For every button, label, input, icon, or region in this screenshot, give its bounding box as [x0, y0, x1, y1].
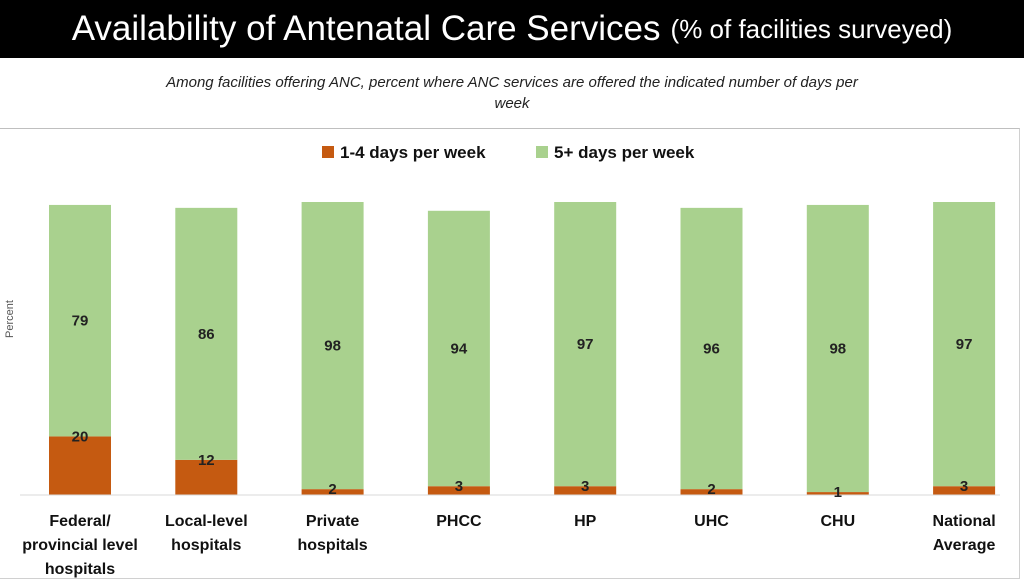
data-label-1-4-days: 3 — [960, 478, 968, 495]
data-label-1-4-days: 3 — [455, 478, 463, 495]
legend-swatch-1-4-days — [322, 146, 334, 158]
legend: 1-4 days per week 5+ days per week — [322, 143, 695, 162]
bar-5plus-days — [680, 207, 743, 490]
data-label-5plus-days: 97 — [956, 336, 973, 353]
category-label: National Average — [933, 513, 996, 554]
bar-1-4-days — [301, 489, 364, 495]
bar-1-4-days — [175, 459, 238, 495]
data-label-1-4-days: 20 — [72, 428, 89, 445]
bar-1-4-days — [806, 492, 869, 495]
data-label-5plus-days: 79 — [72, 313, 89, 330]
chart-title: Availability of Antenatal Care Services — [71, 9, 661, 48]
bar-1-4-days — [680, 489, 743, 495]
bar-5plus-days — [49, 204, 111, 437]
data-label-1-4-days: 1 — [834, 484, 842, 501]
data-label-1-4-days: 2 — [328, 481, 336, 498]
bar-1-4-days — [554, 486, 617, 495]
bar-5plus-days — [175, 207, 238, 460]
category-label: UHC — [694, 513, 729, 530]
data-label-5plus-days: 98 — [829, 341, 846, 358]
bar-5plus-days — [427, 210, 490, 487]
chart-title-unit: (% of facilities surveyed) — [670, 13, 953, 44]
chart-subtitle: Among facilities offering ANC, percent w… — [166, 74, 858, 112]
data-label-1-4-days: 2 — [707, 481, 715, 498]
chart-frame: 1-4 days per week 5+ days per week 79 20 Fe… — [0, 128, 1020, 579]
bar-5plus-days — [933, 202, 996, 487]
category-label: Private hospitals — [297, 513, 367, 554]
bar-5plus-days — [301, 202, 364, 490]
category-label: Local-level hospitals — [165, 513, 248, 554]
labels: 79 20 Federal/provincial level hospitals 86 1… — [22, 313, 995, 578]
bar-1-4-days — [427, 486, 490, 495]
data-label-5plus-days: 98 — [324, 338, 341, 355]
stacked-bar-chart: 1-4 days per week 5+ days per week 79 20 Fe… — [4, 143, 1000, 578]
bar-5plus-days — [806, 204, 869, 493]
y-axis-label: Percent — [4, 300, 16, 338]
legend-swatch-5plus-days — [536, 146, 548, 158]
data-label-1-4-days: 12 — [198, 452, 215, 469]
category-label: CHU — [820, 513, 855, 530]
category-label: Federal/provincial level hospitals — [22, 513, 138, 578]
bar-5plus-days — [554, 202, 617, 487]
category-label: PHCC — [436, 513, 482, 530]
data-label-5plus-days: 94 — [451, 341, 468, 358]
legend-label: 1-4 days per week — [340, 143, 486, 162]
category-label: HP — [574, 513, 597, 530]
bars — [20, 202, 1000, 496]
data-label-5plus-days: 86 — [198, 326, 215, 343]
title-bar: Availability of Antenatal Care Services … — [0, 0, 1024, 58]
data-label-5plus-days: 97 — [577, 336, 594, 353]
data-label-1-4-days: 3 — [581, 478, 589, 495]
bar-1-4-days — [933, 486, 996, 495]
legend-label: 5+ days per week — [554, 143, 695, 162]
bar-1-4-days — [49, 436, 111, 495]
data-label-5plus-days: 96 — [703, 341, 720, 358]
